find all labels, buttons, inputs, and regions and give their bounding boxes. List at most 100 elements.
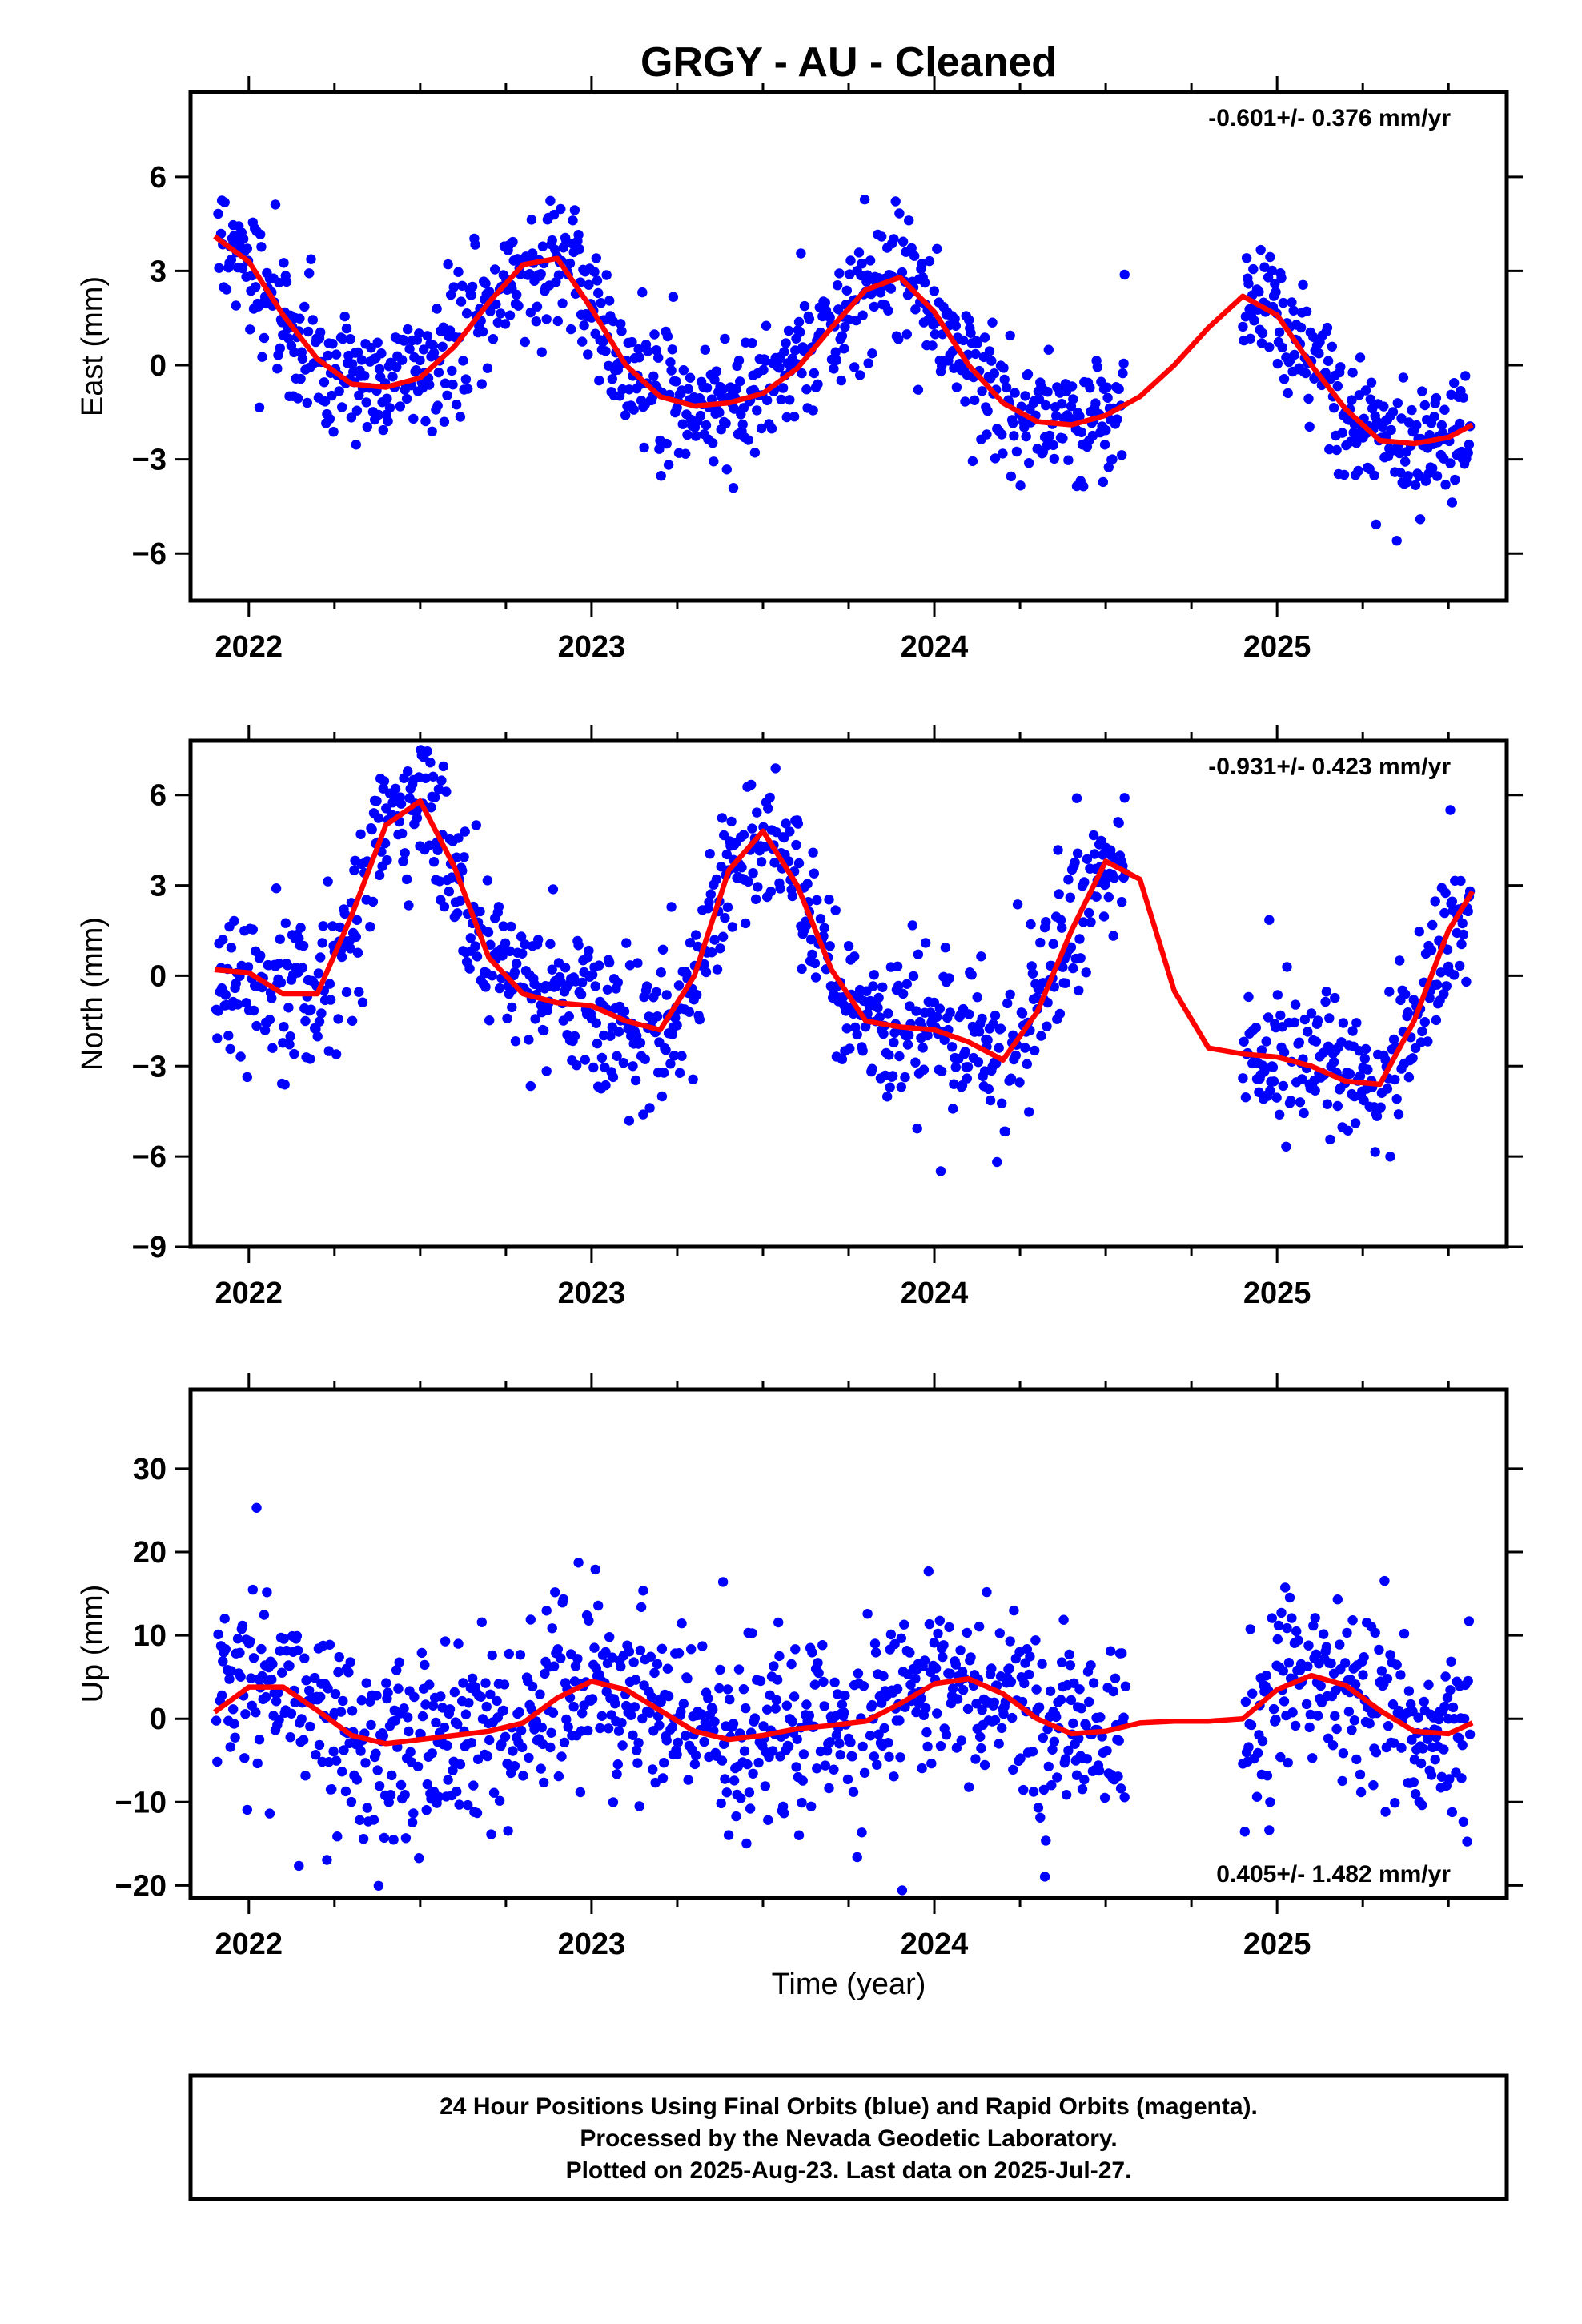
- data-point: [1393, 1109, 1404, 1120]
- data-point: [574, 243, 584, 255]
- data-point: [1068, 1718, 1078, 1729]
- data-point: [583, 349, 593, 360]
- data-point: [439, 416, 450, 427]
- data-point: [668, 292, 679, 302]
- data-point: [1030, 1635, 1041, 1646]
- data-point: [1074, 934, 1085, 944]
- data-point: [979, 1759, 990, 1771]
- data-point: [1071, 1770, 1082, 1780]
- data-point: [824, 1783, 834, 1794]
- data-point: [1410, 1789, 1421, 1799]
- data-point: [399, 1703, 409, 1714]
- data-point: [1340, 1658, 1351, 1668]
- data-point: [393, 1683, 404, 1694]
- data-point: [685, 372, 696, 383]
- data-point: [895, 1752, 905, 1763]
- data-point: [933, 1628, 943, 1639]
- data-point: [230, 1732, 240, 1743]
- data-point: [661, 438, 672, 449]
- data-point: [1455, 418, 1465, 429]
- data-point: [709, 375, 720, 385]
- data-point: [982, 1586, 992, 1598]
- data-point: [877, 231, 887, 242]
- data-point: [720, 333, 730, 344]
- data-point: [1034, 394, 1045, 405]
- data-point: [366, 1719, 376, 1731]
- footer-line-3: Plotted on 2025-Aug-23. Last data on 202…: [566, 2157, 1132, 2184]
- data-point: [395, 401, 405, 412]
- y-tick-label: −3: [132, 444, 167, 477]
- data-point: [345, 334, 355, 344]
- data-point: [257, 352, 267, 362]
- data-point: [255, 229, 266, 239]
- data-point: [1355, 1787, 1367, 1798]
- data-point: [1068, 963, 1078, 974]
- data-point: [536, 347, 547, 357]
- data-point: [533, 935, 544, 945]
- data-point: [832, 280, 843, 291]
- data-point: [905, 1647, 915, 1658]
- data-point: [917, 259, 927, 269]
- data-point: [612, 1759, 623, 1770]
- data-point: [889, 1638, 900, 1650]
- data-point: [944, 1622, 954, 1633]
- data-point: [1351, 1754, 1362, 1765]
- data-point: [1256, 338, 1267, 348]
- data-point: [343, 1667, 354, 1678]
- data-point: [825, 941, 835, 951]
- data-point: [422, 331, 432, 341]
- data-point: [442, 1740, 452, 1751]
- data-point: [1449, 970, 1460, 980]
- data-point: [967, 456, 978, 467]
- data-point: [491, 299, 501, 310]
- data-point: [1364, 1719, 1375, 1729]
- data-point: [459, 852, 469, 862]
- data-point: [1331, 1723, 1342, 1735]
- data-point: [1283, 1757, 1293, 1768]
- data-point: [762, 395, 773, 406]
- x-tick-label: 2023: [558, 1928, 626, 1961]
- data-point: [885, 1082, 895, 1092]
- data-point: [1088, 830, 1099, 841]
- data-point: [830, 347, 841, 357]
- data-point: [627, 336, 637, 348]
- data-point: [404, 1726, 414, 1737]
- data-point: [1038, 1732, 1049, 1743]
- data-point: [688, 1074, 698, 1085]
- data-point: [1297, 1074, 1307, 1084]
- x-tick-label: 2025: [1243, 1928, 1311, 1961]
- data-point: [799, 300, 810, 312]
- data-point: [1279, 1696, 1290, 1707]
- data-point: [1098, 476, 1109, 488]
- data-point: [1022, 369, 1034, 380]
- data-point: [1319, 1629, 1329, 1639]
- data-point: [1247, 1688, 1258, 1699]
- data-point: [733, 1664, 745, 1675]
- data-point: [1301, 306, 1312, 316]
- data-point: [1006, 1712, 1018, 1723]
- data-point: [924, 255, 935, 267]
- data-point: [319, 396, 331, 407]
- up-model-curve: [213, 1672, 1474, 1747]
- north-velocity-label: -0.931+/- 0.423 mm/yr: [1208, 754, 1451, 780]
- data-point: [644, 1103, 655, 1113]
- data-point: [1287, 1707, 1298, 1718]
- data-point: [315, 327, 326, 338]
- data-point: [1014, 1077, 1025, 1088]
- x-tick-label: 2025: [1243, 630, 1311, 664]
- data-point: [1075, 953, 1086, 963]
- data-point: [833, 304, 844, 315]
- data-point: [798, 1749, 809, 1759]
- data-point: [376, 348, 387, 359]
- data-point: [829, 1677, 840, 1687]
- data-point: [286, 1708, 297, 1719]
- data-point: [434, 876, 445, 887]
- data-point: [420, 773, 431, 783]
- data-point: [472, 951, 483, 962]
- data-point: [1427, 919, 1438, 931]
- data-point: [877, 982, 888, 993]
- data-point: [1045, 1686, 1056, 1696]
- data-point: [659, 1758, 669, 1768]
- data-point: [725, 1694, 735, 1705]
